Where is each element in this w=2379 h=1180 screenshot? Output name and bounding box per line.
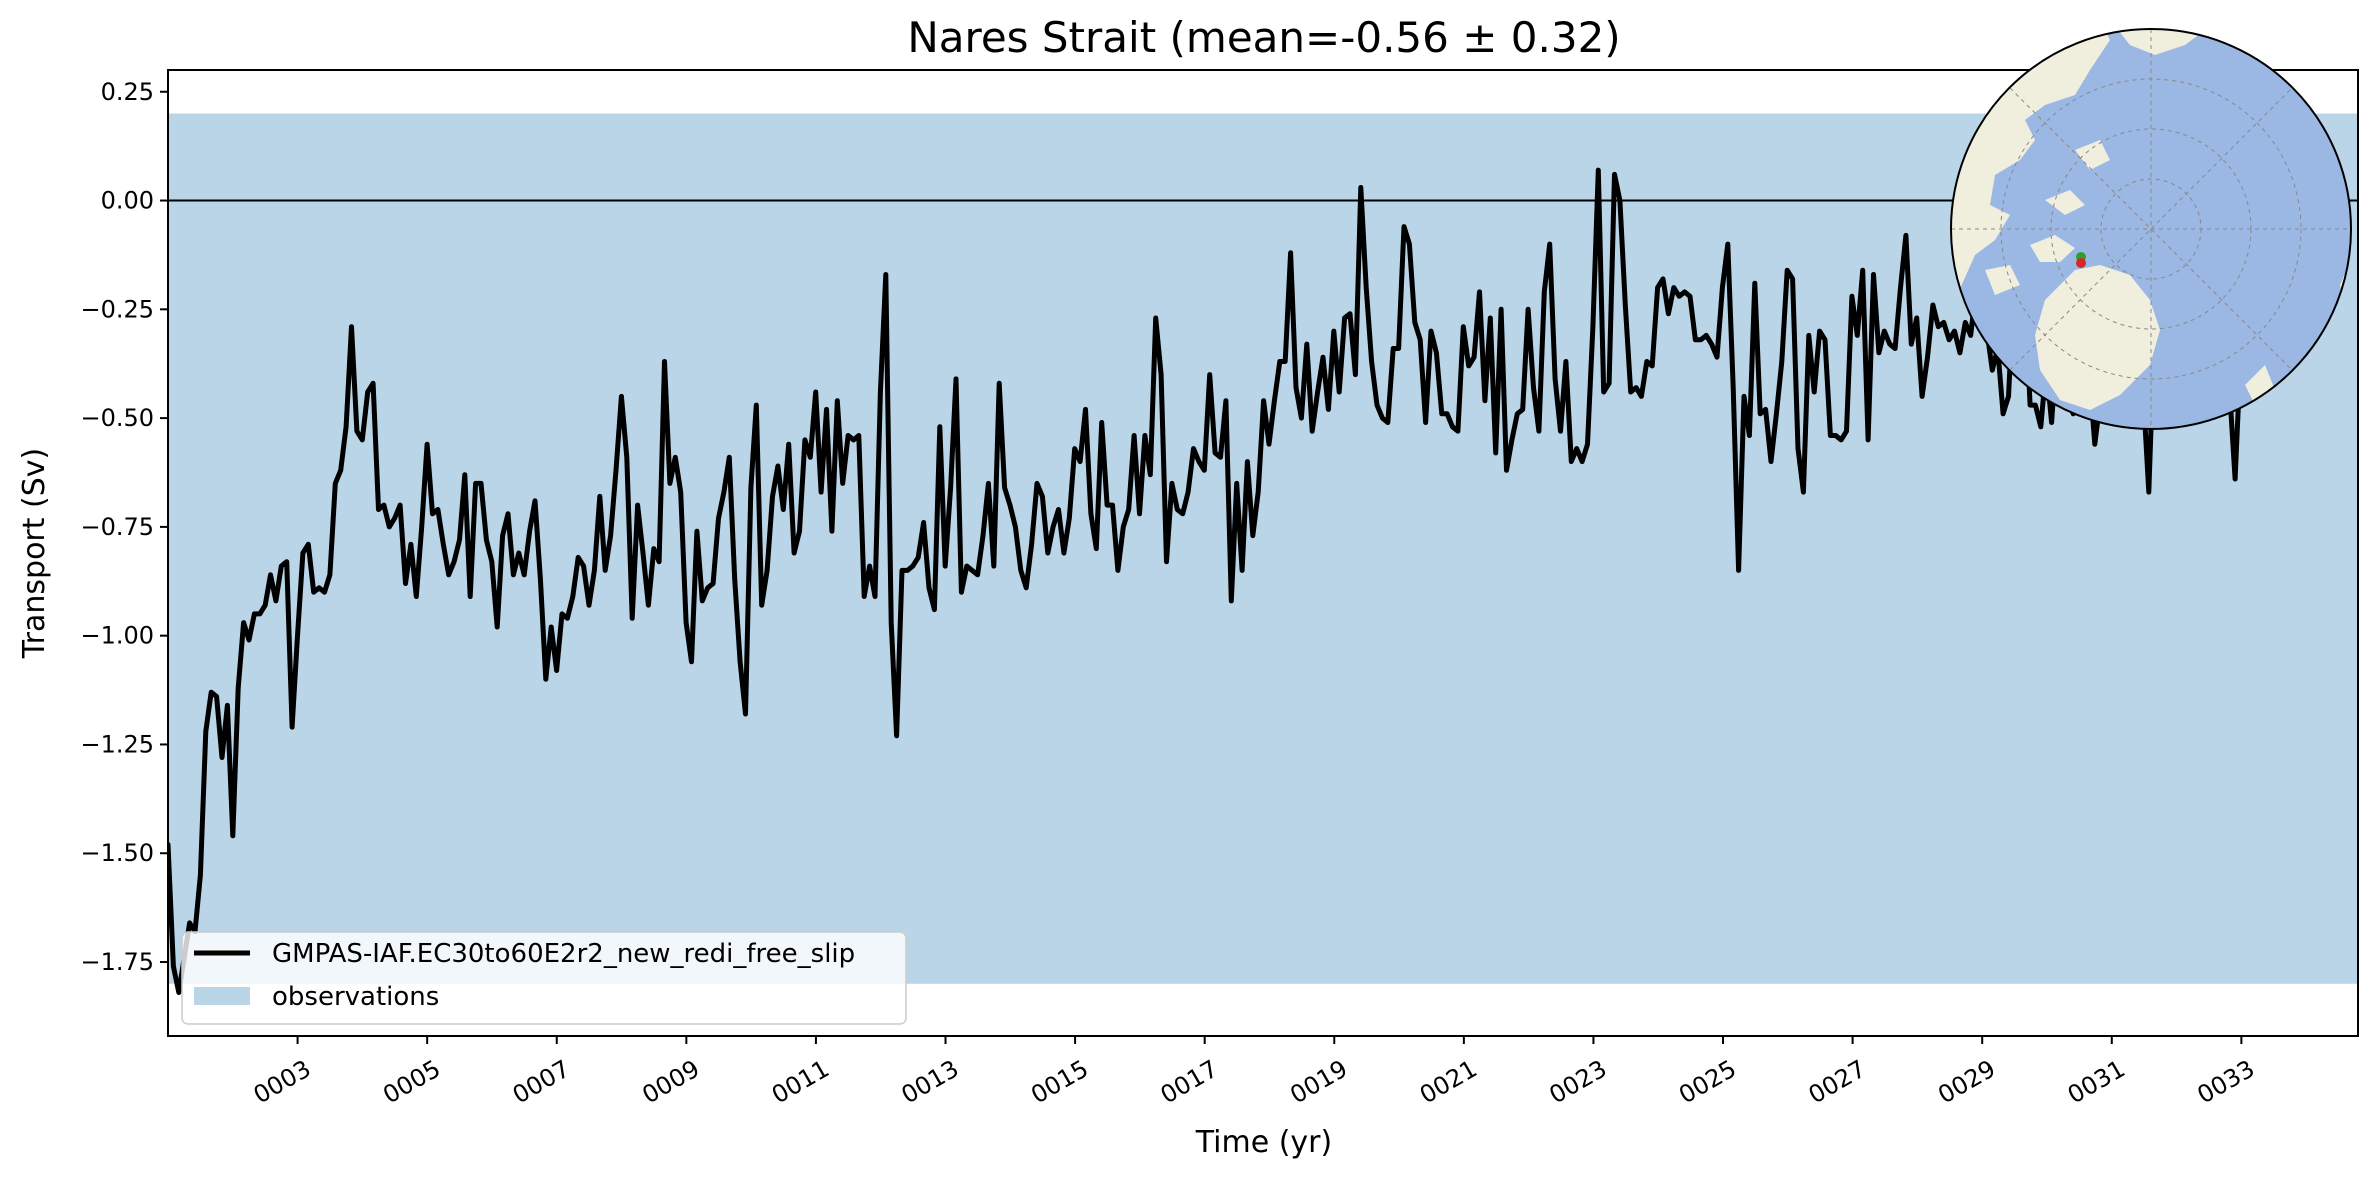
x-tick-label: 0013 [897, 1055, 964, 1110]
legend-box [181, 931, 907, 1025]
x-tick-label: 0033 [2192, 1055, 2259, 1110]
x-tick-label: 0011 [767, 1055, 834, 1110]
legend: GMPAS-IAF.EC30to60E2r2_new_redi_free_sli… [181, 931, 907, 1025]
y-axis-label: Transport (Sv) [17, 448, 52, 660]
x-tick-label: 0023 [1545, 1055, 1612, 1110]
x-tick-label: 0021 [1415, 1055, 1482, 1110]
x-tick-label: 0003 [249, 1055, 316, 1110]
y-tick-label: −0.25 [80, 295, 154, 323]
x-tick-label: 0015 [1026, 1055, 1093, 1110]
y-tick-label: −1.25 [80, 730, 154, 758]
x-tick-label: 0025 [1674, 1055, 1741, 1110]
x-axis-label: Time (yr) [1195, 1125, 1332, 1160]
y-axis: 0.25 0.00 −0.25 −0.50 −0.75 −1.00 −1.25 −1.50 −1… [80, 78, 168, 976]
chart-title: Nares Strait (mean=-0.56 ± 0.32) [907, 13, 1620, 62]
x-tick-label: 0005 [378, 1055, 445, 1110]
legend-observations-swatch [194, 987, 250, 1005]
map-outline [1950, 28, 2352, 430]
y-tick-label: −1.75 [80, 948, 154, 976]
y-tick-label: 0.00 [101, 187, 154, 215]
legend-observations-label: observations [272, 982, 439, 1012]
y-tick-label: −0.75 [80, 513, 154, 541]
y-tick-label: 0.25 [101, 78, 154, 106]
y-tick-label: −0.50 [80, 404, 154, 432]
x-tick-label: 0007 [508, 1055, 575, 1110]
y-tick-label: −1.00 [80, 622, 154, 650]
x-tick-label: 0009 [637, 1055, 704, 1110]
x-tick-label: 0029 [1933, 1055, 2000, 1110]
series-line [168, 111, 2281, 995]
map-graticule [1951, 29, 2351, 429]
x-axis: 0003 0005 0007 0009 0011 0013 0015 0017 0019 0021… [249, 1036, 2259, 1110]
x-tick-label: 0017 [1156, 1055, 1223, 1110]
x-tick-label: 0019 [1285, 1055, 1352, 1110]
plot-frame [167, 69, 2359, 1037]
y-tick-label: −1.50 [80, 839, 154, 867]
legend-series-label: GMPAS-IAF.EC30to60E2r2_new_redi_free_sli… [272, 939, 855, 969]
x-tick-label: 0031 [2063, 1055, 2130, 1110]
map-transect-marker-end [2076, 258, 2086, 268]
x-tick-label: 0027 [1804, 1055, 1871, 1110]
